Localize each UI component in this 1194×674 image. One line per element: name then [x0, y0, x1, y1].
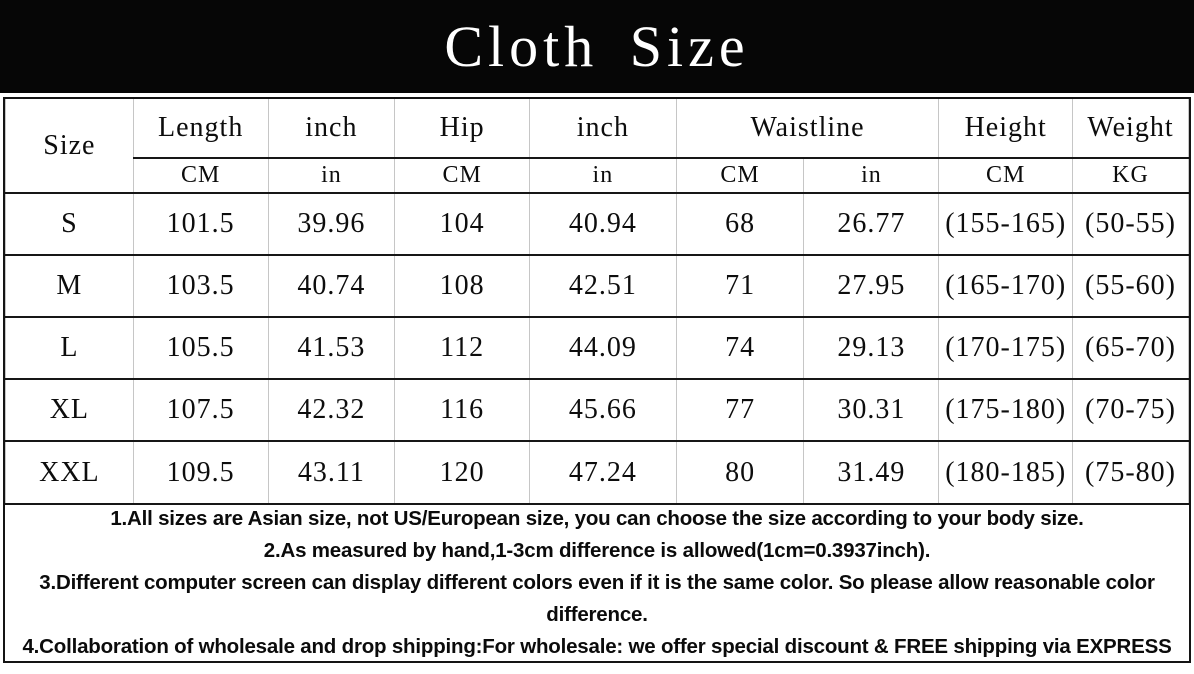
- weight-kg-cell: (75-80): [1072, 441, 1189, 503]
- unit-length-in: in: [267, 158, 396, 194]
- waist-cm-cell: 77: [675, 379, 805, 441]
- height-cm-cell: (175-180): [938, 379, 1074, 441]
- unit-length-cm: CM: [132, 158, 269, 194]
- waist-cm-cell: 80: [675, 441, 805, 503]
- weight-kg-cell: (55-60): [1072, 255, 1189, 317]
- unit-height-cm: CM: [938, 158, 1074, 194]
- hip-in-cell: 45.66: [529, 379, 677, 441]
- height-cm-cell: (170-175): [938, 317, 1074, 379]
- hip-cm-cell: 108: [394, 255, 531, 317]
- waist-in-cell: 30.31: [803, 379, 940, 441]
- length-in-cell: 41.53: [267, 317, 396, 379]
- length-cm-cell: 101.5: [132, 193, 269, 255]
- unit-header-row: CM in CM in CM in CM KG: [6, 158, 1189, 194]
- unit-hip-cm: CM: [394, 158, 531, 194]
- column-header-row: Size Length inch Hip inch Waistline Heig…: [5, 99, 1189, 194]
- size-table: Size Length inch Hip inch Waistline Heig…: [5, 99, 1189, 503]
- size-chart-sheet: Size Length inch Hip inch Waistline Heig…: [3, 97, 1191, 663]
- waist-in-cell: 27.95: [803, 255, 940, 317]
- length-in-cell: 40.74: [267, 255, 396, 317]
- waist-in-cell: 31.49: [803, 441, 940, 503]
- unit-waist-cm: CM: [675, 158, 805, 194]
- note-line-2: 2.As measured by hand,1-3cm difference i…: [263, 538, 931, 562]
- header-hip-inch: inch: [529, 99, 677, 159]
- hip-in-cell: 44.09: [529, 317, 677, 379]
- waist-in-cell: 29.13: [803, 317, 940, 379]
- page-title: Cloth Size: [444, 13, 750, 79]
- size-cell: XXL: [5, 441, 134, 503]
- length-in-cell: 39.96: [267, 193, 396, 255]
- length-cm-cell: 105.5: [132, 317, 269, 379]
- table-row-l: L 105.5 41.53 112 44.09 74 29.13 (170-17…: [5, 317, 1189, 379]
- header-length-inch: inch: [267, 99, 396, 159]
- note-line-1: 1.All sizes are Asian size, not US/Europ…: [110, 506, 1084, 530]
- title-bar: Cloth Size: [0, 0, 1194, 93]
- length-cm-cell: 109.5: [132, 441, 269, 503]
- header-size: Size: [5, 99, 134, 194]
- length-in-cell: 42.32: [267, 379, 396, 441]
- height-cm-cell: (155-165): [938, 193, 1074, 255]
- unit-waist-in: in: [803, 158, 940, 194]
- size-cell: L: [5, 317, 134, 379]
- height-cm-cell: (180-185): [938, 441, 1074, 503]
- notes-section: 1.All sizes are Asian size, not US/Europ…: [5, 503, 1189, 661]
- weight-kg-cell: (50-55): [1072, 193, 1189, 255]
- hip-cm-cell: 120: [394, 441, 531, 503]
- height-cm-cell: (165-170): [938, 255, 1074, 317]
- weight-kg-cell: (65-70): [1072, 317, 1189, 379]
- size-cell: S: [5, 193, 134, 255]
- size-cell: M: [5, 255, 134, 317]
- header-length: Length: [132, 99, 269, 159]
- length-in-cell: 43.11: [267, 441, 396, 503]
- header-hip: Hip: [394, 99, 531, 159]
- hip-in-cell: 40.94: [529, 193, 677, 255]
- waist-cm-cell: 68: [675, 193, 805, 255]
- weight-kg-cell: (70-75): [1072, 379, 1189, 441]
- hip-cm-cell: 104: [394, 193, 531, 255]
- size-cell: XL: [5, 379, 134, 441]
- table-row-m: M 103.5 40.74 108 42.51 71 27.95 (165-17…: [5, 255, 1189, 317]
- table-row-s: S 101.5 39.96 104 40.94 68 26.77 (155-16…: [5, 193, 1189, 255]
- hip-cm-cell: 116: [394, 379, 531, 441]
- header-waistline: Waistline: [675, 99, 940, 159]
- waist-cm-cell: 71: [675, 255, 805, 317]
- note-line-3: 3.Different computer screen can display …: [39, 570, 1155, 627]
- header-weight: Weight: [1072, 99, 1189, 159]
- waist-in-cell: 26.77: [803, 193, 940, 255]
- hip-cm-cell: 112: [394, 317, 531, 379]
- table-row-xxl: XXL 109.5 43.11 120 47.24 80 31.49 (180-…: [5, 441, 1189, 503]
- unit-weight-kg: KG: [1072, 158, 1189, 194]
- table-row-xl: XL 107.5 42.32 116 45.66 77 30.31 (175-1…: [5, 379, 1189, 441]
- waist-cm-cell: 74: [675, 317, 805, 379]
- length-cm-cell: 103.5: [132, 255, 269, 317]
- header-height: Height: [938, 99, 1074, 159]
- hip-in-cell: 42.51: [529, 255, 677, 317]
- hip-in-cell: 47.24: [529, 441, 677, 503]
- length-cm-cell: 107.5: [132, 379, 269, 441]
- unit-hip-in: in: [529, 158, 677, 194]
- note-line-4: 4.Collaboration of wholesale and drop sh…: [22, 635, 1172, 659]
